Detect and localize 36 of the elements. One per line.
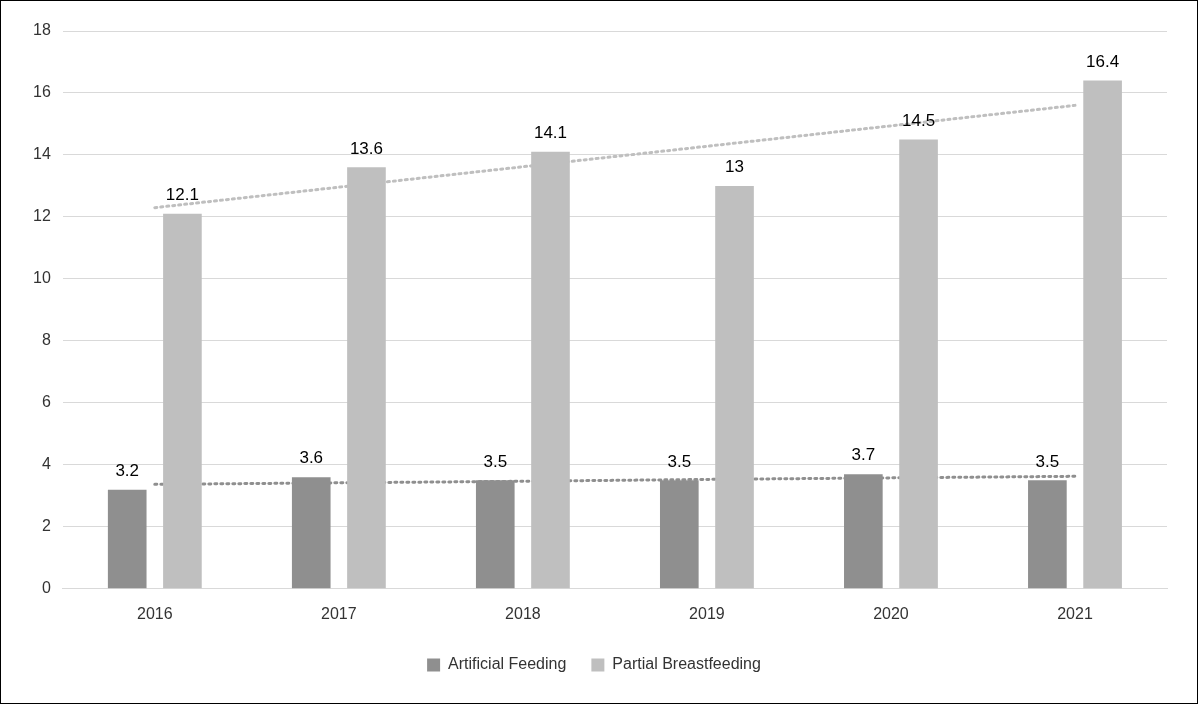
data-label: 13.6 bbox=[349, 138, 383, 158]
data-label: 16.4 bbox=[1086, 51, 1120, 71]
x-tick-label: 2021 bbox=[1057, 604, 1093, 622]
bar bbox=[1083, 80, 1122, 589]
data-label: 3.7 bbox=[851, 445, 876, 465]
bar bbox=[163, 213, 202, 589]
y-tick-label: 14 bbox=[33, 145, 51, 163]
bar bbox=[715, 185, 754, 589]
y-tick-label: 10 bbox=[33, 269, 51, 287]
data-label: 3.5 bbox=[483, 451, 508, 471]
y-tick-label: 12 bbox=[33, 207, 51, 225]
y-tick-label: 0 bbox=[41, 579, 51, 597]
x-tick-label: 2017 bbox=[321, 604, 357, 622]
bar bbox=[1028, 480, 1067, 589]
x-tick-label: 2016 bbox=[137, 604, 173, 622]
data-label: 12.1 bbox=[165, 185, 199, 205]
data-label: 13 bbox=[725, 157, 744, 177]
y-tick-label: 4 bbox=[41, 455, 51, 473]
bar bbox=[107, 489, 147, 589]
y-tick-label: 8 bbox=[41, 331, 51, 349]
data-label: 14.1 bbox=[533, 123, 568, 143]
bar bbox=[899, 139, 938, 589]
y-tick-label: 6 bbox=[41, 393, 51, 411]
data-label: 14.5 bbox=[902, 110, 936, 130]
y-tick-label: 16 bbox=[33, 83, 51, 101]
y-tick-label: 18 bbox=[33, 21, 51, 39]
y-tick-label: 2 bbox=[41, 517, 51, 535]
x-tick-label: 2020 bbox=[873, 604, 909, 622]
data-label: 3.5 bbox=[1035, 451, 1060, 471]
data-label: 3.6 bbox=[299, 448, 324, 468]
x-tick-label: 2018 bbox=[505, 604, 541, 622]
data-label: 3.2 bbox=[115, 460, 140, 480]
legend-label: Artificial Feeding bbox=[448, 655, 567, 673]
data-label: 3.5 bbox=[667, 451, 692, 471]
legend-label: Partial Breastfeeding bbox=[612, 655, 761, 673]
x-tick-label: 2019 bbox=[689, 604, 725, 622]
